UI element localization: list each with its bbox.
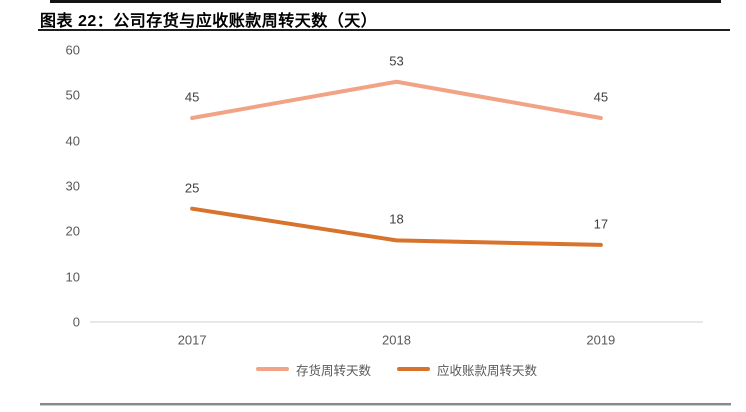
y-tick-label: 10: [65, 269, 80, 285]
y-tick-label: 50: [65, 87, 80, 103]
y-tick-label: 40: [65, 133, 80, 149]
data-label: 45: [593, 89, 609, 105]
data-label: 45: [184, 89, 200, 105]
bottom-rule: [40, 403, 731, 406]
y-tick-label: 30: [65, 178, 80, 194]
data-label: 53: [389, 53, 404, 69]
legend-item: 存货周转天数: [255, 360, 371, 379]
chart-legend: 存货周转天数 应收账款周转天数: [90, 360, 703, 378]
legend-line-swatch-icon: [255, 367, 289, 371]
data-label: 18: [389, 211, 404, 227]
y-tick-label: 20: [65, 223, 80, 239]
series-line-inventory-days: [190, 79, 603, 120]
y-tick-label: 0: [72, 314, 80, 330]
data-label: 17: [593, 216, 609, 232]
legend-item: 应收账款周转天数: [397, 360, 537, 379]
series-line-receivable-days: [190, 206, 603, 247]
chart-title: 图表 22：公司存货与应收账款周转天数（天）: [40, 13, 378, 30]
x-tick-label: 2018: [382, 332, 411, 348]
legend-label: 存货周转天数: [295, 363, 371, 378]
y-tick-label: 60: [65, 42, 80, 58]
legend-line-swatch-icon: [397, 367, 430, 371]
x-tick-label: 2019: [586, 332, 616, 348]
title-underline-rule: [38, 29, 730, 31]
legend-label: 应收账款周转天数: [437, 363, 538, 378]
top-rule: [50, 0, 721, 3]
x-tick-label: 2017: [177, 332, 207, 348]
data-label: 25: [184, 180, 200, 196]
